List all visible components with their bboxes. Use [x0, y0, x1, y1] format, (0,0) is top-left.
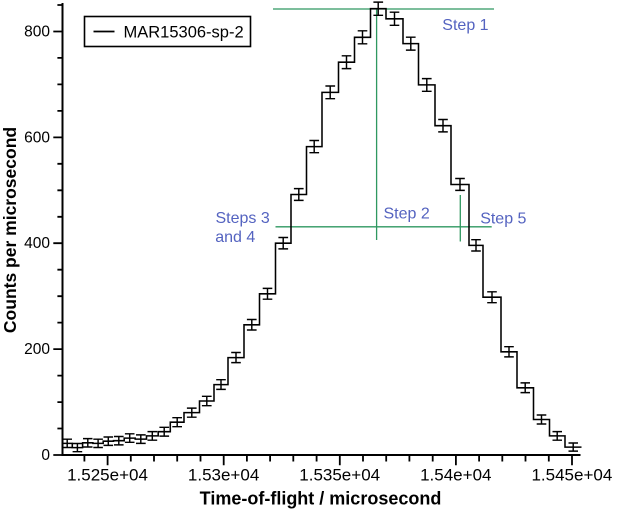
svg-text:MAR15306-sp-2: MAR15306-sp-2 [124, 23, 244, 41]
svg-text:Step 1: Step 1 [442, 17, 488, 34]
svg-text:400: 400 [24, 235, 50, 252]
svg-text:Steps 3: Steps 3 [216, 210, 270, 227]
svg-text:1.535e+04: 1.535e+04 [299, 466, 380, 485]
svg-text:and 4: and 4 [215, 229, 255, 246]
svg-text:Counts per microsecond: Counts per microsecond [0, 127, 20, 333]
svg-text:1.54e+04: 1.54e+04 [420, 466, 491, 485]
svg-text:0: 0 [41, 447, 50, 464]
svg-text:200: 200 [24, 341, 50, 358]
svg-text:1.53e+04: 1.53e+04 [188, 466, 259, 485]
svg-text:800: 800 [24, 24, 50, 41]
svg-text:1.525e+04: 1.525e+04 [67, 466, 148, 485]
svg-text:Step 5: Step 5 [480, 210, 526, 227]
svg-text:Time-of-flight / microsecond: Time-of-flight / microsecond [200, 489, 442, 509]
svg-text:1.545e+04: 1.545e+04 [531, 466, 612, 485]
svg-text:600: 600 [24, 129, 50, 146]
svg-text:Step 2: Step 2 [384, 206, 430, 223]
